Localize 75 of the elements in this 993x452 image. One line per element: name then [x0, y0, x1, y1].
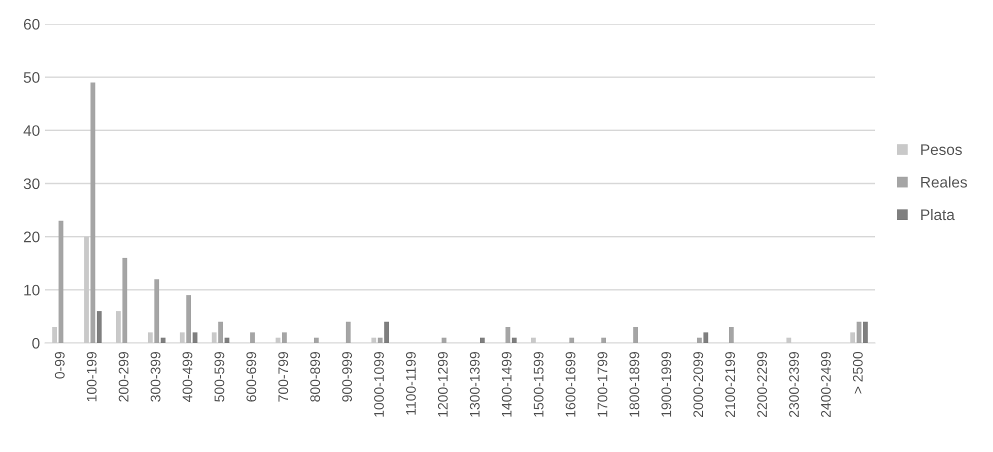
legend-label: Reales	[921, 176, 967, 188]
bar	[703, 332, 708, 343]
bar	[480, 338, 485, 343]
bar	[180, 332, 185, 343]
x-tick-label: 200-299	[118, 352, 129, 402]
bar	[186, 295, 192, 343]
x-tick-label: 2000-2099	[693, 352, 704, 418]
bar	[346, 322, 351, 343]
x-tick-label: 400-499	[182, 352, 192, 402]
x-tick-label: > 2500	[852, 352, 863, 394]
x-tick-label: 2300-2399	[789, 352, 799, 418]
y-tick-label: 20	[24, 232, 40, 242]
x-tick-label: 1900-1999	[661, 352, 672, 417]
bar	[856, 322, 862, 343]
x-tick-label: 1700-1799	[598, 352, 608, 417]
x-tick-label: 1200-1299	[438, 352, 448, 417]
bar	[250, 332, 255, 343]
bar	[384, 322, 389, 343]
bar	[96, 311, 102, 343]
x-tick-label: 500-599	[214, 352, 224, 402]
bar	[276, 338, 280, 343]
bar	[786, 338, 792, 343]
y-tick-label: 0	[32, 338, 40, 349]
x-tick-label: 1500-1599	[534, 352, 544, 417]
bar	[512, 338, 517, 343]
bar	[282, 332, 287, 343]
bar	[601, 338, 606, 343]
bar	[218, 322, 223, 343]
bar	[122, 258, 128, 343]
x-tick-label: 2400-2499	[821, 352, 831, 418]
bar	[633, 327, 638, 343]
y-tick-label: 60	[24, 18, 40, 30]
x-tick-label: 0-99	[54, 352, 65, 379]
x-tick-label: 100-199	[86, 352, 97, 402]
bar	[371, 338, 376, 343]
bar	[154, 279, 160, 343]
bar	[378, 338, 383, 343]
bar	[863, 322, 868, 343]
bar	[212, 332, 217, 343]
x-tick-label: 2100-2199	[725, 352, 736, 418]
legend-label: Pesos	[921, 144, 962, 156]
bar	[116, 311, 121, 343]
bar	[505, 327, 510, 343]
bar	[697, 338, 702, 343]
y-tick-label: 30	[24, 178, 40, 190]
bar	[314, 338, 319, 343]
x-tick-label: 800-899	[310, 352, 320, 402]
x-tick-label: 600-699	[246, 352, 256, 402]
y-tick-label: 10	[24, 284, 40, 296]
legend-label: Plata	[921, 208, 955, 220]
bar	[728, 327, 734, 343]
x-tick-label: 900-999	[342, 352, 352, 402]
x-tick-label: 1300-1399	[470, 352, 480, 417]
x-tick-label: 1100-1199	[406, 352, 416, 415]
bar	[52, 327, 57, 343]
y-tick-label: 40	[24, 125, 40, 136]
x-tick-label: 300-399	[150, 352, 160, 402]
x-tick-label: 1800-1899	[629, 352, 640, 417]
bar	[148, 332, 153, 343]
bar	[192, 332, 198, 343]
bar	[58, 220, 64, 343]
bar	[160, 338, 166, 343]
bar	[850, 332, 856, 343]
bar	[90, 82, 96, 343]
bar	[531, 338, 536, 343]
y-tick-label: 50	[24, 72, 40, 83]
bar	[224, 338, 230, 343]
x-tick-label: 1600-1699	[566, 352, 576, 417]
x-tick-label: 1400-1499	[502, 352, 512, 417]
x-tick-label: 1000-1099	[374, 352, 384, 417]
x-tick-label: 2200-2299	[757, 352, 767, 418]
bar	[569, 338, 574, 343]
x-tick-label: 700-799	[278, 352, 288, 402]
bar	[442, 338, 446, 343]
bar	[84, 236, 89, 343]
